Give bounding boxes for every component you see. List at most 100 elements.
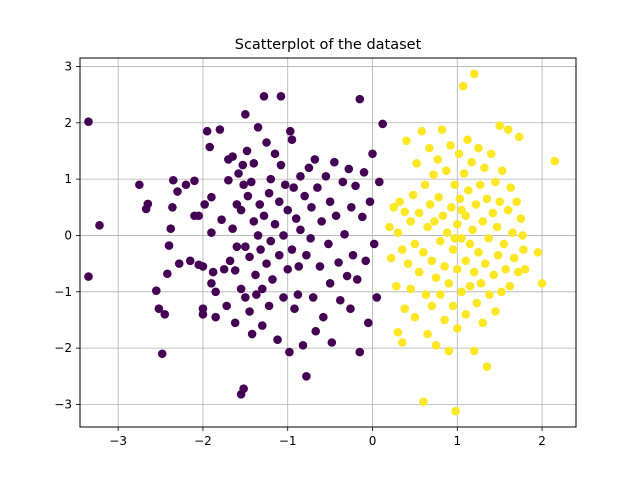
scatter-point [338, 177, 348, 187]
scatter-point [268, 275, 277, 284]
scatter-point [452, 324, 462, 333]
scatter-point [454, 149, 464, 159]
scatter-point [461, 310, 471, 319]
scatter-point [505, 281, 515, 291]
scatter-point [174, 259, 184, 268]
scatter-point [152, 286, 161, 295]
scatter-point [347, 202, 356, 212]
scatter-point [168, 175, 178, 185]
scatter-point [402, 136, 411, 146]
scatter-point [457, 233, 466, 243]
y-tick-label: 1 [64, 172, 72, 186]
scatter-point [239, 180, 248, 190]
scatter-point [457, 287, 466, 297]
scatter-point [491, 307, 500, 316]
scatter-point [283, 205, 293, 215]
scatter-point [321, 172, 331, 181]
scatter-point [495, 197, 504, 206]
scatter-point [430, 217, 439, 226]
scatter-point [501, 264, 510, 274]
scatter-point [207, 192, 216, 202]
scatter-point [488, 208, 498, 218]
scatter-point [239, 384, 248, 393]
scatter-point [317, 217, 326, 226]
scatter-point [537, 279, 547, 288]
y-tick-label: −3 [54, 397, 72, 411]
scatter-point [420, 180, 430, 190]
scatter-point [300, 191, 309, 201]
axis-ticks: −3 −2 −1 0 1 2 −3 −2 −1 0 1 2 3 [54, 59, 546, 448]
scatter-point [492, 222, 502, 232]
scatter-point [215, 125, 225, 134]
scatter-point [256, 245, 265, 254]
scatter-point [469, 267, 479, 277]
scatter-point [238, 160, 248, 170]
scatter-point [425, 200, 435, 209]
scatter-point [84, 272, 93, 281]
scatter-point [497, 166, 507, 175]
scatter-point [358, 212, 367, 222]
scatter-point [141, 204, 151, 214]
scatter-point [397, 338, 407, 347]
scatter-point [475, 180, 485, 190]
scatter-point [516, 214, 526, 223]
scatter-point [451, 406, 460, 416]
scatter-point [190, 176, 199, 186]
scatter-point [440, 262, 449, 271]
scatter-point [308, 293, 318, 302]
scatter-point [236, 284, 246, 294]
scatter-point [249, 217, 259, 226]
scatter-point [236, 205, 246, 215]
scatter-point [421, 290, 431, 299]
scatter-point [205, 142, 215, 152]
scatter-point [200, 200, 209, 209]
scatter-point [296, 225, 305, 235]
scatter-point [262, 138, 271, 147]
scatter-point [433, 155, 443, 164]
scatter-point [157, 349, 167, 359]
scatter-point [506, 183, 516, 192]
scatter-point [185, 256, 195, 266]
scatter-point [361, 256, 371, 266]
scatter-point [306, 233, 315, 243]
scatter-point [335, 295, 345, 305]
scatter-point [393, 328, 403, 337]
scatter-point [480, 163, 489, 173]
scatter-point [245, 307, 254, 316]
scatter-point [259, 211, 269, 221]
scatter-point [313, 183, 322, 192]
scatter-point [325, 197, 335, 206]
scatter-point [359, 168, 369, 177]
scatter-point [340, 230, 349, 239]
scatter-point [434, 192, 443, 202]
scatter-point [274, 197, 284, 206]
scatter-point [469, 69, 479, 79]
scatter-point [173, 187, 182, 196]
scatter-point [467, 157, 477, 167]
scatter-point [455, 194, 465, 204]
scatter-point [266, 174, 276, 184]
scatter-point [211, 312, 220, 322]
scatter-point [393, 228, 403, 237]
scatter-point [485, 290, 494, 299]
scatter-point [372, 293, 382, 302]
scatter-point [249, 159, 259, 168]
scatter-point [198, 304, 208, 313]
scatter-point [228, 152, 237, 161]
x-tick-label: −1 [279, 434, 297, 448]
scatter-point [228, 224, 237, 233]
scatter-point [232, 242, 242, 252]
scatter-point [431, 341, 441, 350]
scatter-point [493, 250, 503, 260]
scatter-point [255, 200, 265, 209]
scatter-point [512, 197, 521, 206]
scatter-point [287, 135, 297, 144]
scatter-point [440, 315, 449, 325]
scatter-point [181, 180, 191, 190]
y-tick-label: 2 [64, 116, 72, 130]
scatter-point [289, 183, 298, 192]
scatter-point [222, 301, 231, 311]
scatter-point [427, 256, 437, 266]
scatter-point [459, 169, 469, 178]
